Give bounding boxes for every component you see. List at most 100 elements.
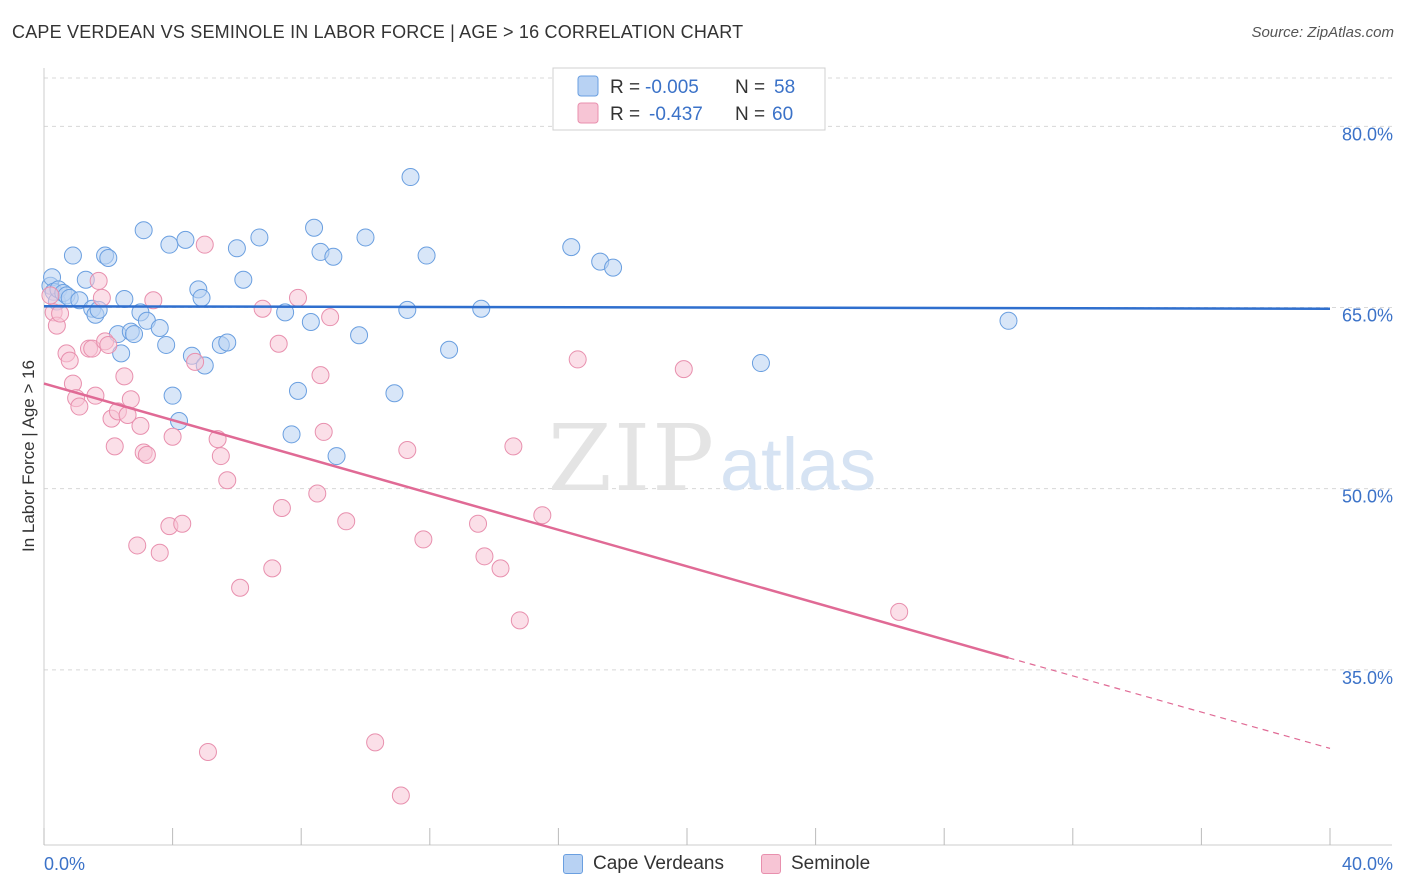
legend-n-value-blue: 58 [774,77,795,98]
seminole-point [314,422,333,441]
seminole-point [321,308,340,327]
seminole-point [469,514,488,533]
y-tick-label: 80.0% [1342,124,1393,144]
cape-verdean-point [751,354,770,373]
cape-verdean-point [150,319,169,338]
cape-verdean-point [305,218,324,237]
cape-verdean-point [276,303,295,322]
seminole-point [504,437,523,456]
cape-verdean-point [385,384,404,403]
cape-verdean-point [417,246,436,265]
cape-verdean-point [288,381,307,400]
cape-verdean-point [163,386,182,405]
seminole-point [137,445,156,464]
legend-label-cape-verdeans: Cape Verdeans [593,853,724,874]
cape-verdean-point [176,230,195,249]
seminole-point [211,447,230,466]
axes [43,68,1392,846]
x-tick-label: 40.0% [1342,854,1393,874]
legend-item-seminole[interactable]: Seminole [761,848,870,880]
source-credit: Source: ZipAtlas.com [1251,24,1394,41]
seminole-point [41,286,60,305]
data-points [41,168,1018,805]
seminole-point [128,536,147,555]
cape-verdean-point [401,168,420,187]
x-tick-label: 0.0% [44,854,85,874]
cape-verdean-point [250,228,269,247]
seminole-point [391,786,410,805]
cape-verdean-point [356,228,375,247]
cape-verdean-point [301,312,320,331]
cape-verdean-point [472,299,491,318]
cape-verdean-point [99,248,118,267]
seminole-point [674,360,693,379]
chart-title: CAPE VERDEAN VS SEMINOLE IN LABOR FORCE … [12,22,744,42]
seminole-point [60,351,79,370]
cape-verdean-point [70,291,89,310]
cape-verdean-point [157,335,176,354]
cape-verdean-point [440,340,459,359]
watermark: ZIP atlas [548,405,876,512]
series-legend: Cape Verdeans Seminole [0,848,1406,880]
seminole-point [195,235,214,254]
y-tick-labels: 35.0% 50.0% 65.0% 80.0% [1342,124,1393,688]
trend-line-cape-verdeans [43,305,1331,310]
seminole-point [337,512,356,531]
seminole-point [99,335,118,354]
y-tick-label: 35.0% [1342,668,1393,688]
seminole-point [510,611,529,630]
grid-lines [44,77,1392,671]
seminole-point [115,367,134,386]
legend-r-label-pink: R = [610,104,640,125]
y-tick-label: 50.0% [1342,487,1393,507]
cape-verdean-point [324,247,343,266]
watermark-zip: ZIP [548,405,716,512]
legend-n-label-blue: N = [735,77,765,98]
seminole-point [366,733,385,752]
cape-verdean-point [562,238,581,257]
seminole-point [890,602,909,621]
seminole-point [288,288,307,307]
cape-verdean-point [350,326,369,345]
trend-line-seminole-extension [1008,657,1331,749]
seminole-point [491,559,510,578]
legend-r-value-pink: -0.437 [649,104,703,125]
cape-verdean-point [234,270,253,289]
cape-verdean-point [218,333,237,352]
seminole-point [173,514,192,533]
cape-verdean-point [282,425,301,444]
x-tick-labels: 0.0% 40.0% [44,854,1393,874]
legend-n-value-pink: 60 [772,104,793,125]
cape-verdean-point [999,311,1018,330]
seminole-point [263,559,282,578]
cape-verdean-point [398,300,417,319]
legend-item-cape-verdeans[interactable]: Cape Verdeans [563,848,724,880]
cape-verdean-point [327,447,346,466]
cape-verdean-point [192,288,211,307]
seminole-point [121,390,140,409]
seminole-point [398,441,417,460]
seminole-point [198,742,217,761]
y-axis-label: In Labor Force | Age > 16 [19,360,38,552]
cape-verdean-point [227,239,246,258]
seminole-point [92,288,111,307]
cape-verdean-point [160,235,179,254]
cape-verdean-point [134,221,153,240]
seminole-point [475,547,494,566]
seminole-point [308,484,327,503]
legend-label-seminole: Seminole [791,853,871,874]
legend-r-label-blue: R = [610,77,640,98]
seminole-point [568,350,587,369]
seminole-point [253,299,272,318]
trend-lines [43,305,1331,749]
correlation-legend: R = -0.005 N = 58 R = -0.437 N = 60 [552,67,826,131]
legend-r-value-blue: -0.005 [645,77,699,98]
cape-verdean-point [125,325,144,344]
seminole-point [163,427,182,446]
seminole-point [150,543,169,562]
legend-swatch-seminole [761,854,781,874]
watermark-atlas: atlas [720,423,876,506]
seminole-point [70,397,89,416]
seminole-point [272,499,291,518]
